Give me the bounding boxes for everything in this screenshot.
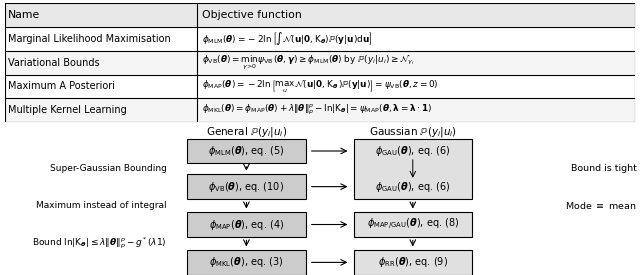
Text: $\phi_{\mathrm{MKL}}(\boldsymbol{\theta}) = \phi_{\mathrm{MAP}}(\boldsymbol{\the: $\phi_{\mathrm{MKL}}(\boldsymbol{\theta}…	[202, 103, 431, 117]
Text: $\phi_{\mathrm{MAP}}(\boldsymbol{\theta})$, eq. (4): $\phi_{\mathrm{MAP}}(\boldsymbol{\theta}…	[209, 218, 284, 232]
Text: Maximum instead of integral: Maximum instead of integral	[36, 201, 166, 210]
Text: Mode $\equiv$ mean: Mode $\equiv$ mean	[565, 200, 637, 211]
Text: Gaussian $\mathbb{P}(y_i|u_i)$: Gaussian $\mathbb{P}(y_i|u_i)$	[369, 125, 457, 139]
Text: Name: Name	[8, 10, 40, 20]
Text: General $\mathbb{P}(y_i|u_i)$: General $\mathbb{P}(y_i|u_i)$	[205, 125, 287, 139]
FancyBboxPatch shape	[187, 250, 306, 275]
Text: $\phi_{\mathrm{MLM}}(\boldsymbol{\theta})$, eq. (5): $\phi_{\mathrm{MLM}}(\boldsymbol{\theta}…	[209, 144, 284, 158]
Text: $\phi_{\mathrm{GAU}}(\boldsymbol{\theta})$, eq. (6): $\phi_{\mathrm{GAU}}(\boldsymbol{\theta}…	[375, 180, 451, 194]
Text: Bound is tight: Bound is tight	[571, 164, 637, 173]
Text: $\phi_{\mathrm{RR}}(\boldsymbol{\theta})$, eq. (9): $\phi_{\mathrm{RR}}(\boldsymbol{\theta})…	[378, 255, 448, 270]
Text: $\phi_{\mathrm{MAP}}(\boldsymbol{\theta}) = -2\ln\left[\max_u \mathcal{N}(\mathb: $\phi_{\mathrm{MAP}}(\boldsymbol{\theta}…	[202, 78, 438, 95]
Text: $\phi_{\mathrm{MAP/GAU}}(\boldsymbol{\theta})$, eq. (8): $\phi_{\mathrm{MAP/GAU}}(\boldsymbol{\th…	[367, 217, 459, 232]
Text: Super-Gaussian Bounding: Super-Gaussian Bounding	[49, 164, 166, 173]
FancyBboxPatch shape	[354, 212, 472, 237]
Text: $\phi_{\mathrm{MLM}}(\boldsymbol{\theta}) = -2\ln\left[\int\mathcal{N}(\mathbf{u: $\phi_{\mathrm{MLM}}(\boldsymbol{\theta}…	[202, 30, 372, 47]
Text: Maximum A Posteriori: Maximum A Posteriori	[8, 81, 115, 92]
Text: Objective function: Objective function	[202, 10, 301, 20]
Text: Marginal Likelihood Maximisation: Marginal Likelihood Maximisation	[8, 34, 171, 44]
FancyBboxPatch shape	[354, 250, 472, 275]
Text: $\phi_{\mathrm{MKL}}(\boldsymbol{\theta})$, eq. (3): $\phi_{\mathrm{MKL}}(\boldsymbol{\theta}…	[209, 255, 284, 270]
FancyBboxPatch shape	[187, 212, 306, 237]
FancyBboxPatch shape	[354, 139, 472, 199]
Text: $\phi_{\mathrm{VB}}(\boldsymbol{\theta}) = \min_{\gamma>0}\psi_{\mathrm{VB}}(\bo: $\phi_{\mathrm{VB}}(\boldsymbol{\theta})…	[202, 53, 415, 72]
Text: Variational Bounds: Variational Bounds	[8, 57, 100, 68]
Text: $\phi_{\mathrm{GAU}}(\boldsymbol{\theta})$, eq. (6): $\phi_{\mathrm{GAU}}(\boldsymbol{\theta}…	[375, 144, 451, 158]
Text: Multiple Kernel Learning: Multiple Kernel Learning	[8, 105, 127, 116]
Text: Bound $\ln|\mathrm{K}_{\boldsymbol{\theta}}|\leq\lambda\|\boldsymbol{\theta}\|_p: Bound $\ln|\mathrm{K}_{\boldsymbol{\thet…	[32, 236, 166, 251]
FancyBboxPatch shape	[187, 139, 306, 163]
Text: $\phi_{\mathrm{VB}}(\boldsymbol{\theta})$, eq. (10): $\phi_{\mathrm{VB}}(\boldsymbol{\theta})…	[209, 180, 284, 194]
FancyBboxPatch shape	[187, 174, 306, 199]
